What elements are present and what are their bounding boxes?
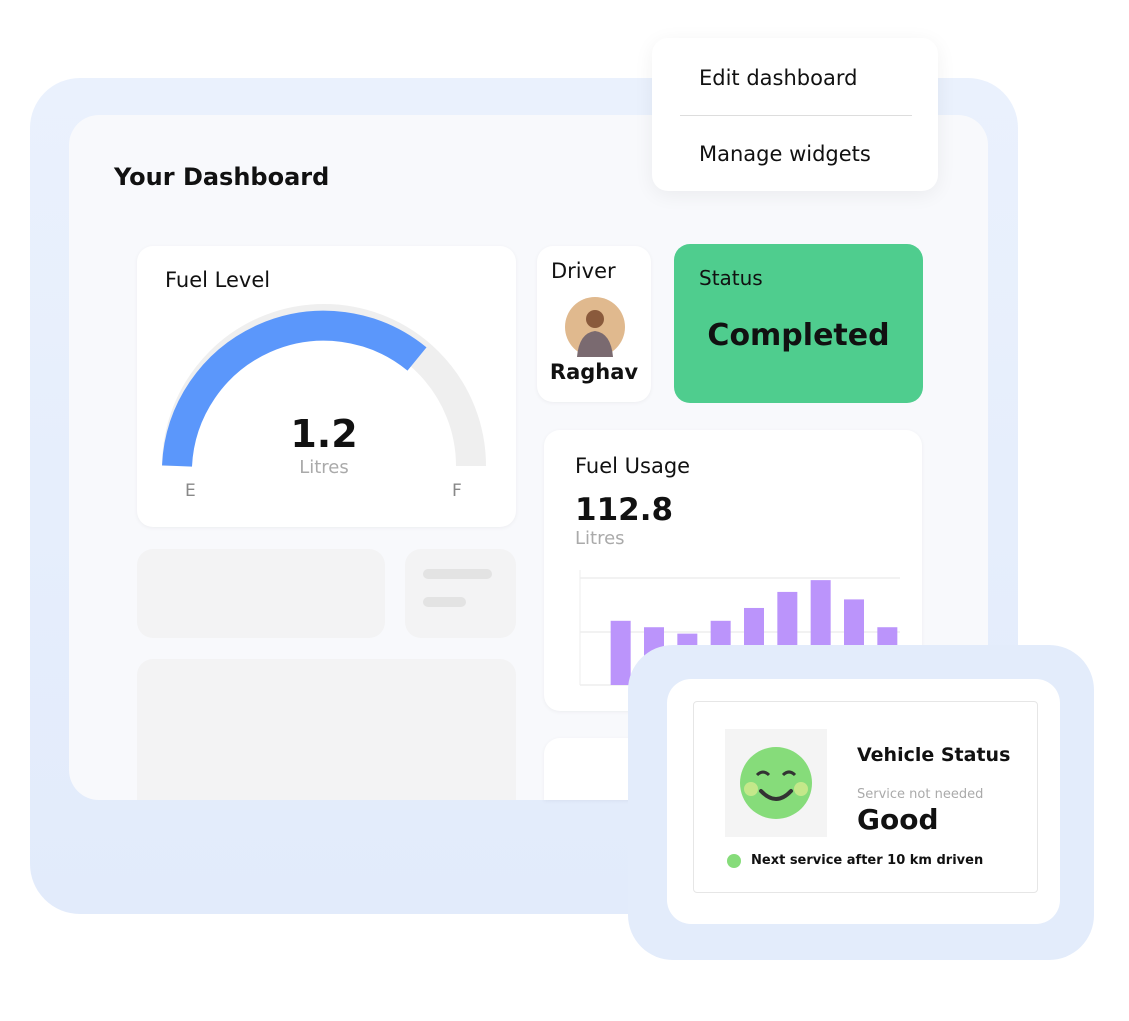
menu-item[interactable]: Edit dashboard [699,66,858,90]
menu-item[interactable]: Manage widgets [699,142,871,166]
gauge-min: E [185,481,196,501]
gauge-max: F [452,481,462,501]
vehicle-card: Vehicle Status Service not needed Good N… [667,679,1060,924]
gauge [162,304,486,467]
gauge-value: 1.2 [290,412,358,456]
usage-unit: Litres [575,528,625,549]
placeholder [137,549,385,638]
card-title: Fuel Level [165,268,271,292]
bar [610,620,631,685]
status-value: Completed [707,318,890,353]
fuel-level-card: Fuel Level 1.2 Litres E F [137,246,516,527]
card-title: Driver [551,259,616,283]
driver-card: Driver Raghav [537,246,651,402]
gauge-unit: Litres [299,457,349,478]
status-card: Status Completed [674,244,923,403]
placeholder [405,549,516,638]
face-box [725,729,827,837]
card-title: Status [699,266,763,290]
smiley [740,747,812,819]
card-title: Fuel Usage [575,454,691,478]
placeholder-line [423,597,466,607]
usage-value: 112.8 [575,492,674,528]
vehicle-note: Next service after 10 km driven [751,853,984,868]
vehicle-subtitle: Service not needed [857,787,984,802]
vehicle-title: Vehicle Status [857,744,1011,766]
dashboard-title: Your Dashboard [114,163,330,191]
divider [680,115,912,116]
avatar [565,297,625,357]
vehicle-inner: Vehicle Status Service not needed Good N… [693,701,1038,893]
menu: Edit dashboard Manage widgets [652,38,938,191]
vehicle-value: Good [857,803,939,836]
driver-name: Raghav [549,360,639,384]
placeholder [137,659,516,800]
status-dot [727,854,741,868]
placeholder-line [423,569,492,579]
gauge-fill [162,310,427,467]
